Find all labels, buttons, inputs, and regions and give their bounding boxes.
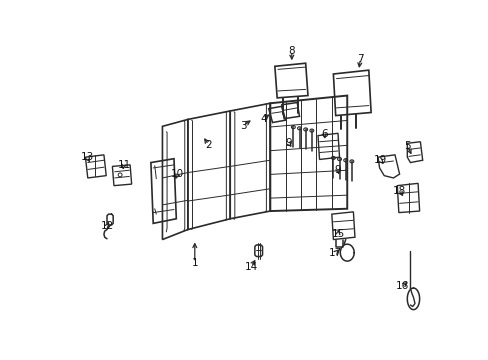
Text: 19: 19 xyxy=(373,155,386,165)
Text: 15: 15 xyxy=(331,229,344,239)
Text: 8: 8 xyxy=(288,46,295,56)
Text: 9: 9 xyxy=(285,138,291,148)
Text: 10: 10 xyxy=(171,169,184,179)
Text: 4: 4 xyxy=(260,114,267,123)
Text: 6: 6 xyxy=(320,129,327,139)
Text: 2: 2 xyxy=(205,140,211,150)
Text: 1: 1 xyxy=(191,258,198,267)
Text: 7: 7 xyxy=(356,54,363,64)
Text: 5: 5 xyxy=(403,141,410,150)
Text: 18: 18 xyxy=(392,186,406,196)
Text: 17: 17 xyxy=(328,248,342,258)
Text: 14: 14 xyxy=(244,261,257,271)
Text: 11: 11 xyxy=(117,160,130,170)
Text: 3: 3 xyxy=(240,121,246,131)
Text: 13: 13 xyxy=(80,152,93,162)
Text: 12: 12 xyxy=(100,221,113,231)
Text: 9: 9 xyxy=(334,165,341,175)
Text: 16: 16 xyxy=(395,281,408,291)
